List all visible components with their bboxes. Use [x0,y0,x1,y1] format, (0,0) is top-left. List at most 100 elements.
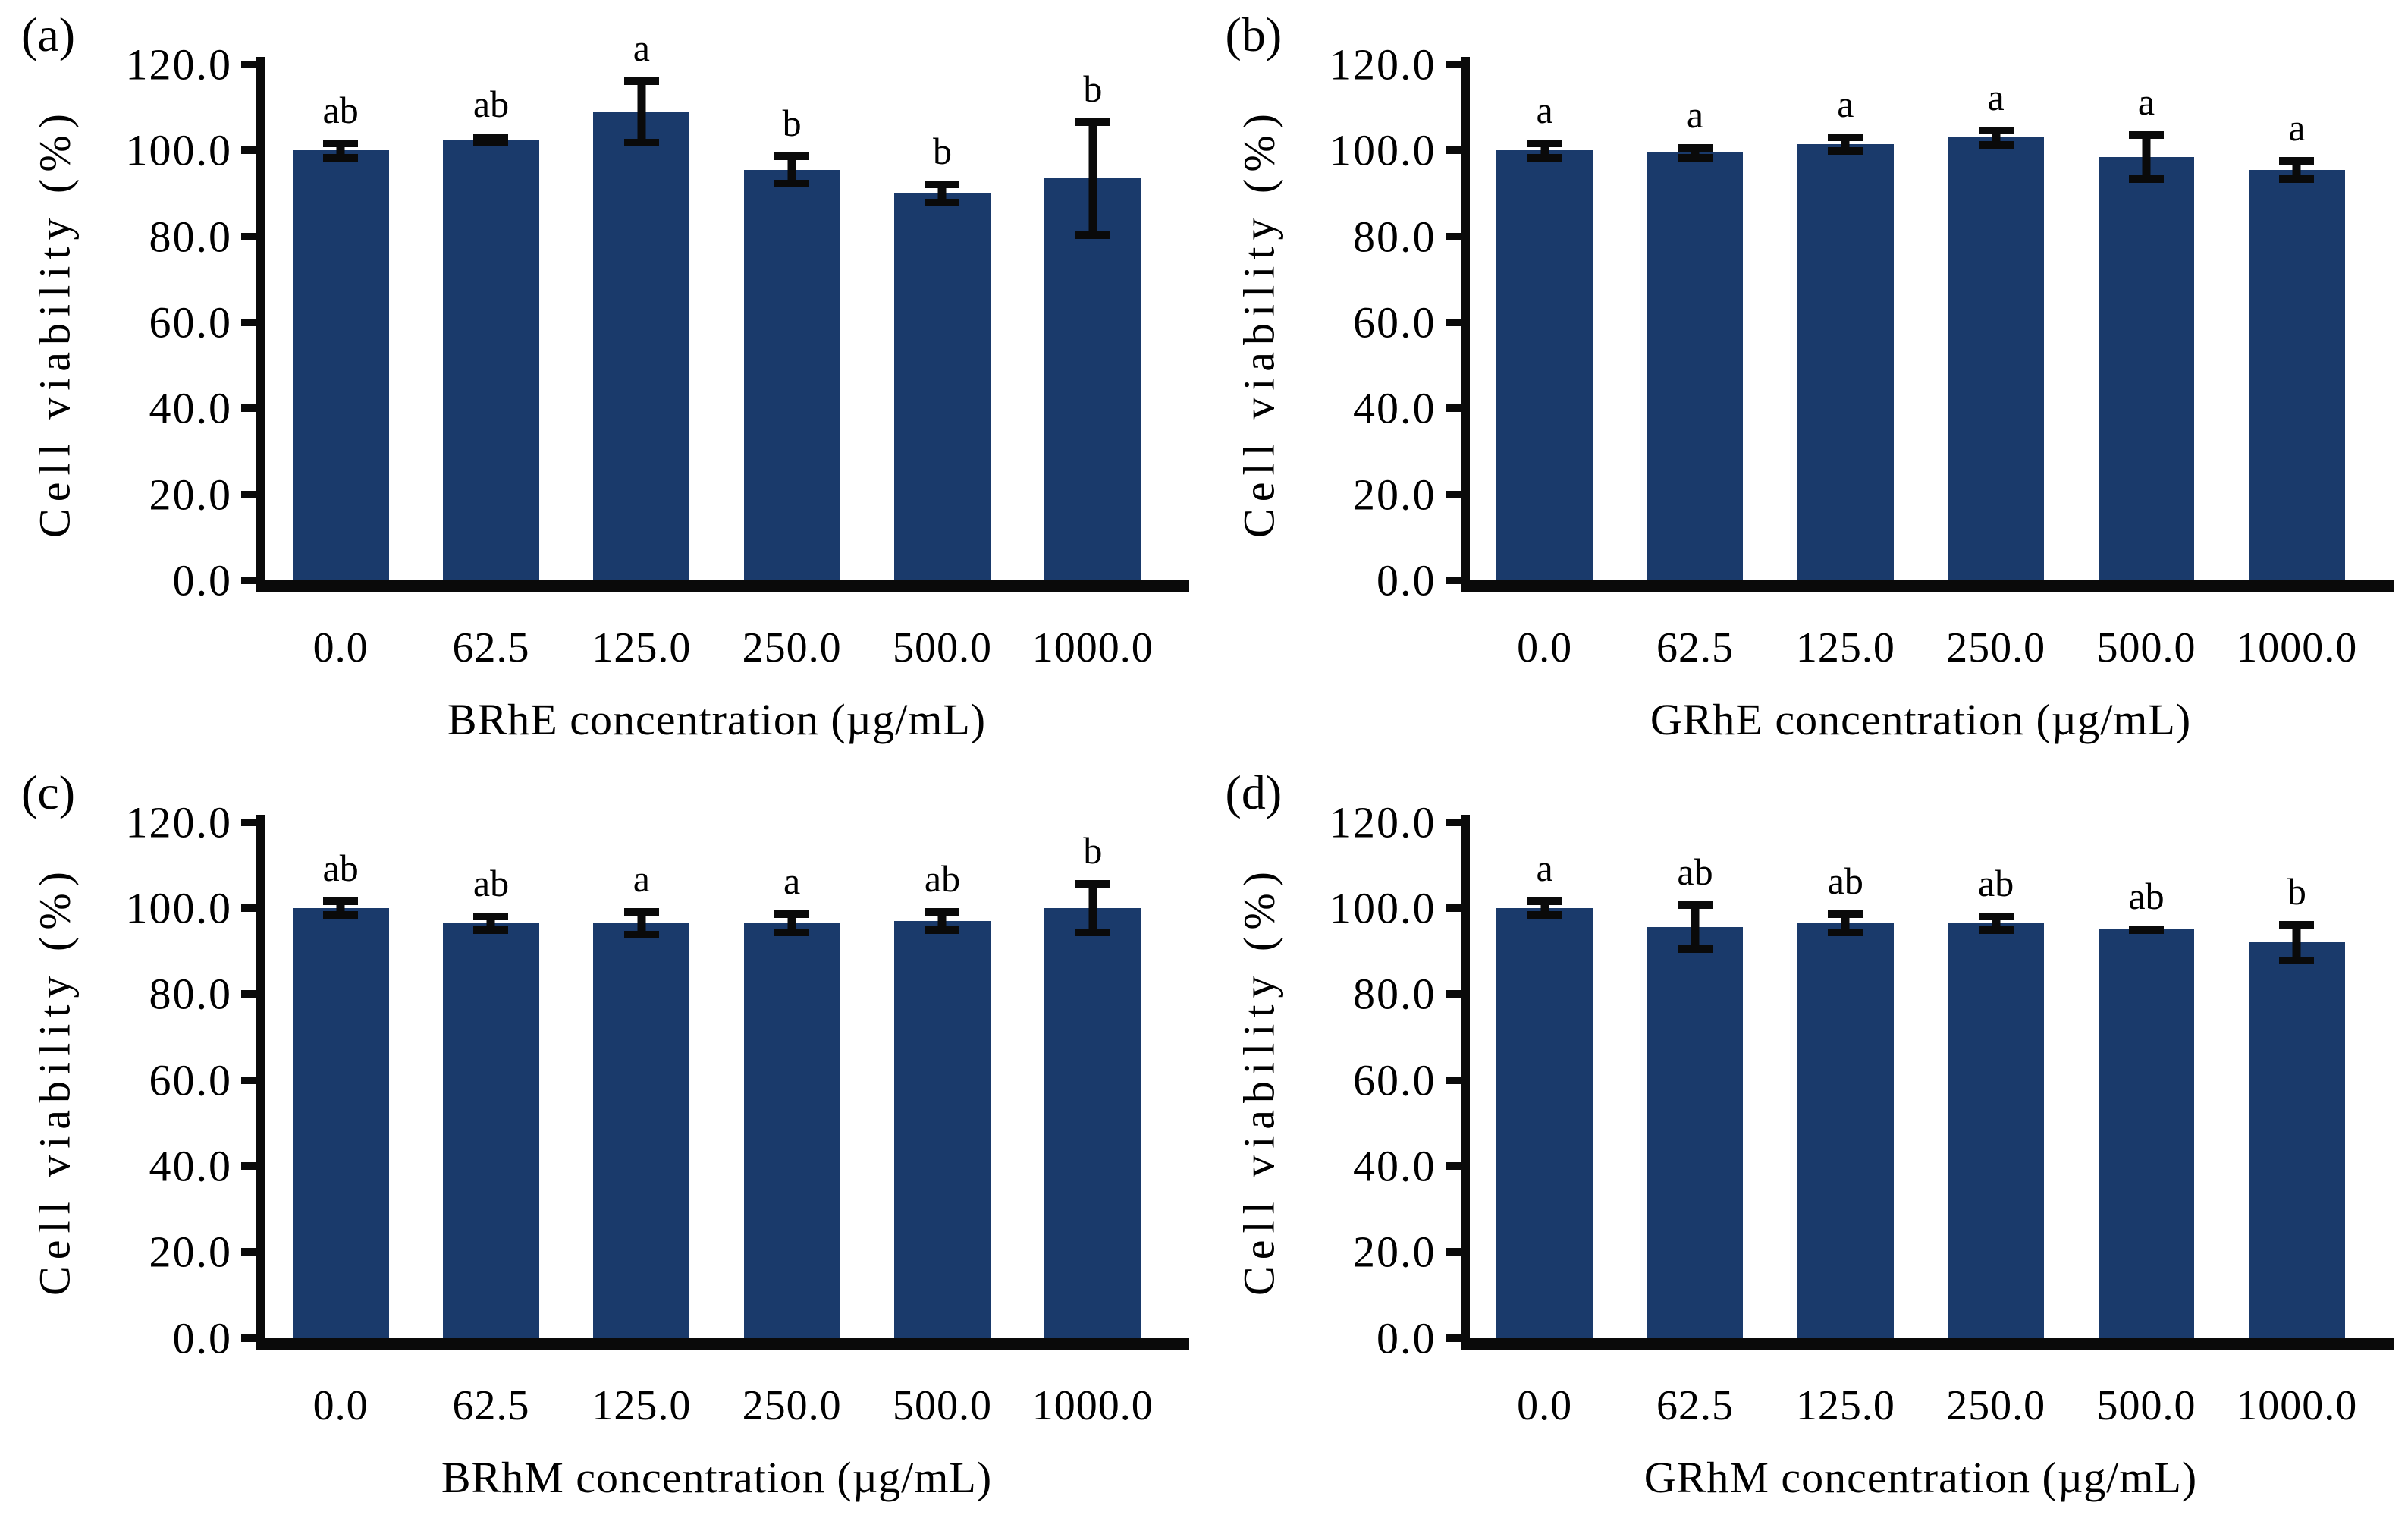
bar-62.5 [1647,927,1744,1338]
y-axis-label: Cell viability (%) [30,864,80,1296]
significance-letter: b [932,130,952,172]
error-bar-62.5 [1677,143,1713,162]
bar-125.0 [593,923,690,1338]
x-tick-label-500.0: 500.0 [2096,1381,2196,1429]
error-bar-cap-top [473,133,509,141]
x-tick-mark [1089,582,1097,592]
error-bar-250.0 [774,910,810,936]
error-bar-cap-bottom [1527,911,1562,919]
y-tick-label: 20.0 [149,470,232,520]
error-bar-500.0 [2128,130,2164,183]
error-bar-cap-bottom [1978,140,2014,149]
panel-letter: (d) [1225,765,1282,819]
error-bar-cap-top [2128,130,2164,139]
x-axis-line [1460,580,2394,592]
error-bar-cap-bottom [1527,153,1562,162]
x-tick-label-125.0: 125.0 [1795,1381,1895,1429]
y-tick-mark [1445,1334,1461,1342]
significance-letter: a [633,27,650,69]
bar-0.0 [1496,907,1593,1338]
error-bar-0.0 [1527,140,1562,162]
significance-letter: ab [1978,861,2014,904]
bar-slot-250.0: ab [1921,822,2071,1350]
y-tick-label: 40.0 [1353,1141,1436,1191]
bar-250.0 [1948,923,2045,1338]
error-bar-cap-top [623,77,659,86]
y-tick-mark [241,577,256,584]
significance-letter: a [1536,846,1553,889]
y-axis-line [1460,814,1470,1338]
plot-area: 0.0 20.0 40.0 60.0 80.0 100.0 120.0 ab ab a a ab b [126,797,1189,1363]
panel-letter: (b) [1225,8,1282,61]
bar-slot-500.0: ab [867,822,1017,1350]
error-bar-cap-top [323,897,359,905]
error-bar-cap-top [1677,143,1713,152]
error-bar-cap-bottom [323,153,359,162]
x-tick-mark [337,582,344,592]
bar-slot-500.0: b [867,64,1017,592]
error-bar-line [1841,910,1850,936]
error-bar-cap-bottom [2128,174,2164,183]
x-tick-mark [1541,1339,1549,1350]
y-tick-mark [1445,61,1461,68]
x-tick-labels: 0.0 62.5 125.0 250.0 500.0 1000.0 [265,624,1168,672]
bar-slot-500.0: a [2071,64,2221,592]
x-tick-label-0.0: 0.0 [312,1381,369,1429]
error-bar-line [2292,156,2301,183]
error-bar-line [1088,880,1097,936]
bar-125.0 [593,112,690,580]
y-tick-label: 100.0 [125,883,232,933]
error-bar-cap-top [774,910,810,918]
y-tick-mark [241,490,256,498]
x-tick-label-250.0: 250.0 [742,1381,842,1429]
plot-area: 0.0 20.0 40.0 60.0 80.0 100.0 120.0 a a a a a a [1330,40,2394,605]
y-axis-line [256,57,265,580]
x-tick-label-1000.0: 1000.0 [2236,624,2358,671]
error-bar-cap-bottom [623,138,659,146]
x-tick-mark [788,582,796,592]
panel-letter: (a) [21,8,76,61]
bar-slot-62.5: ab [416,64,566,592]
error-bar-125.0 [1828,910,1863,936]
error-bar-cap-bottom [623,930,659,938]
x-axis-title: GRhM concentration (µg/mL) [1644,1452,2198,1502]
x-tick-label-250.0: 250.0 [742,624,842,671]
error-bar-cap-top [925,907,960,916]
error-bar-cap-top [1075,118,1110,126]
significance-letter: ab [1677,850,1713,894]
error-bar-1000.0 [2279,920,2315,964]
bar-500.0 [894,193,991,580]
x-tick-label-500.0: 500.0 [892,1381,992,1429]
y-tick-mark [1445,490,1461,498]
error-bar-cap-top [1527,897,1562,905]
x-tick-mark [2293,1339,2300,1350]
significance-letter: a [2288,105,2306,149]
bar-slot-0.0: ab [265,822,416,1350]
panel-c: (c) Cell viability (%) 0.0 20.0 40.0 60.0 80… [0,758,1204,1515]
error-bar-cap-top [2279,156,2315,165]
x-tick-mark [2143,1339,2150,1350]
bar-250.0 [743,169,840,580]
y-tick-label: 0.0 [1377,1313,1436,1363]
bar-500.0 [2098,929,2195,1338]
bar-250.0 [743,923,840,1338]
panel-letter: (c) [21,765,76,819]
error-bar-line [336,897,345,919]
error-bar-cap-bottom [2128,926,2164,934]
error-bar-cap-bottom [1828,147,1863,155]
x-tick-labels: 0.0 62.5 125.0 250.0 500.0 1000.0 [265,1381,1168,1430]
y-tick-label: 20.0 [1353,470,1436,520]
y-tick-mark [241,1334,256,1342]
error-bar-cap-bottom [1978,926,2014,934]
bar-62.5 [1647,152,1744,580]
x-tick-label-0.0: 0.0 [1517,624,1573,671]
bar-slot-1000.0: a [2221,64,2372,592]
y-tick-label: 60.0 [149,297,232,347]
error-bar-cap-top [1828,133,1863,141]
error-bar-line [2292,920,2301,964]
significance-letter: b [1083,829,1103,872]
error-bar-line [2142,130,2151,183]
y-tick-mark [241,818,256,826]
error-bar-cap-top [1978,127,2014,135]
